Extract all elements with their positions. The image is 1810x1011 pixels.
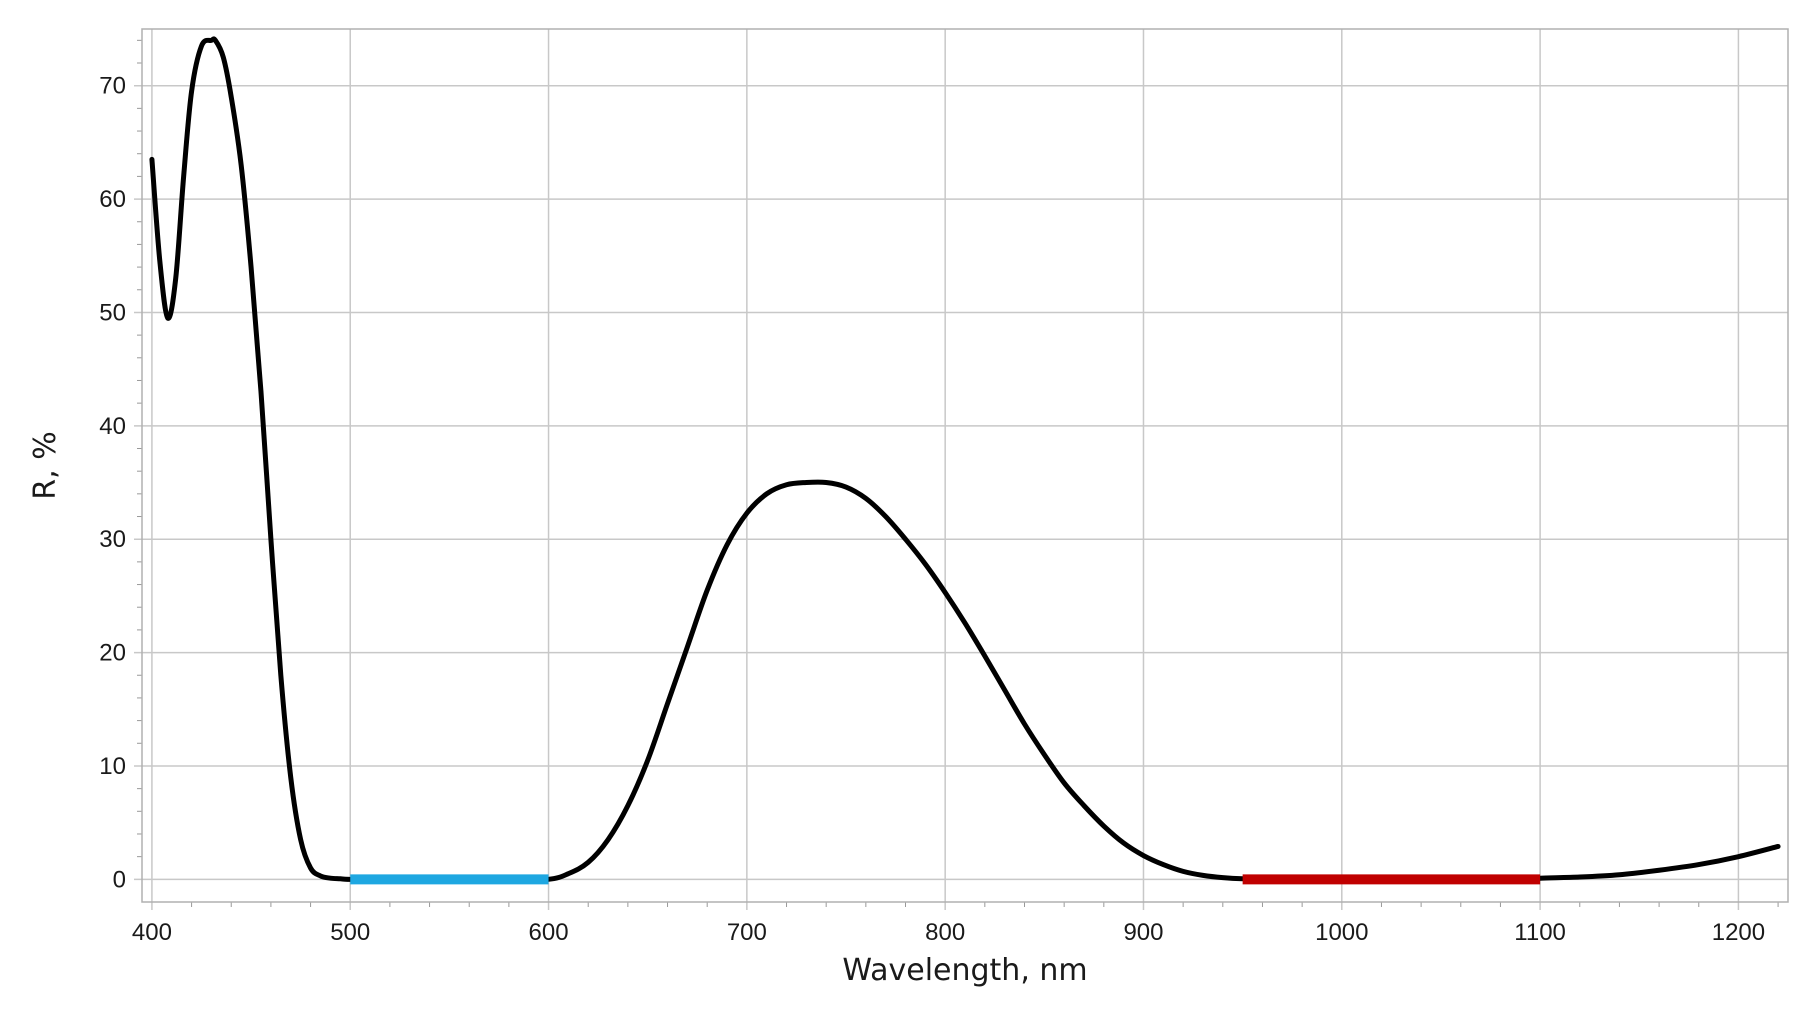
minor-ticks xyxy=(137,39,1779,907)
x-tick-labels: 400 500 600 700 800 900 1000 1100 1200 xyxy=(132,919,1765,946)
grid xyxy=(134,29,1788,910)
y-tick-label-40: 40 xyxy=(99,413,126,440)
y-tick-label-10: 10 xyxy=(99,753,126,780)
y-axis-label: R, % xyxy=(28,431,63,499)
x-tick-label-1100: 1100 xyxy=(1514,919,1566,946)
y-tick-labels: 0 10 20 30 40 50 60 70 xyxy=(99,73,126,894)
plot-frame xyxy=(141,28,1789,903)
series-line-reflectance xyxy=(149,36,1781,883)
y-tick-label-20: 20 xyxy=(99,640,126,667)
x-axis-label: Wavelength, nm xyxy=(842,953,1087,988)
y-tick-label-0: 0 xyxy=(113,866,126,893)
x-tick-label-800: 800 xyxy=(925,919,965,946)
x-tick-label-1000: 1000 xyxy=(1315,919,1368,946)
x-tick-label-500: 500 xyxy=(330,919,370,946)
y-tick-label-50: 50 xyxy=(99,299,126,326)
x-tick-label-1200: 1200 xyxy=(1712,919,1765,946)
x-tick-label-400: 400 xyxy=(132,919,172,946)
y-tick-label-30: 30 xyxy=(99,526,126,553)
x-tick-label-600: 600 xyxy=(529,919,569,946)
y-tick-label-70: 70 xyxy=(99,73,126,100)
x-tick-label-700: 700 xyxy=(727,919,767,946)
x-tick-label-900: 900 xyxy=(1123,919,1163,946)
y-tick-label-60: 60 xyxy=(99,186,126,213)
